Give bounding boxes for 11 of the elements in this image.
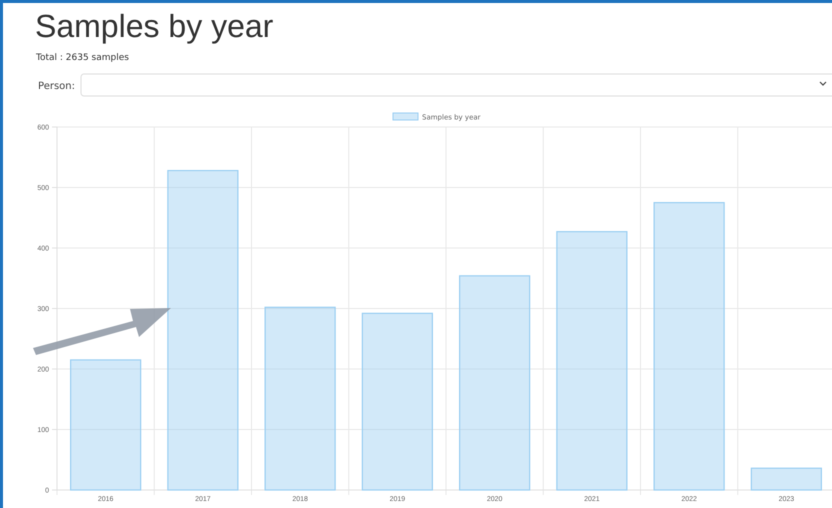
chart-title: Samples by year [35, 8, 274, 44]
bar [70, 359, 142, 491]
bar [264, 306, 336, 491]
text: Person: [38, 81, 75, 92]
bar [362, 312, 433, 491]
bar [556, 231, 628, 491]
bar [654, 202, 725, 491]
chart-subtitle: Total : 2635 samples [35, 53, 130, 63]
bar [167, 170, 238, 491]
bar [459, 275, 530, 491]
bar [750, 468, 822, 491]
